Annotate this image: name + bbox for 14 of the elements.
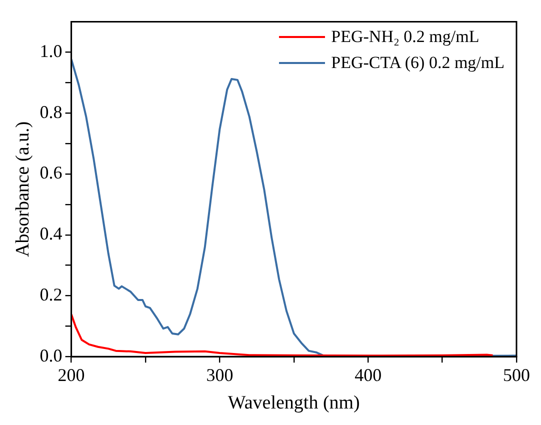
- y-tick-label: 0.2: [40, 284, 62, 304]
- x-tick-label: 400: [354, 365, 382, 386]
- y-axis-title: Absorbance (a.u.): [12, 121, 34, 257]
- y-tick-label: 0.4: [40, 224, 62, 244]
- legend-label: PEG-NH₂ 0.2 mg/mL: [331, 26, 480, 48]
- y-tick-label: 0.8: [40, 102, 62, 122]
- y-tick-label: 0.0: [40, 345, 62, 366]
- x-tick-label: 200: [58, 365, 85, 386]
- x-tick-label: 300: [206, 365, 234, 386]
- x-tick-label: 500: [503, 365, 530, 386]
- legend-label: PEG-CTA (6) 0.2 mg/mL: [331, 52, 504, 74]
- y-tick-label: 1.0: [40, 40, 62, 61]
- x-axis-title: Wavelength (nm): [228, 392, 360, 414]
- y-tick-label: 0.6: [40, 162, 62, 183]
